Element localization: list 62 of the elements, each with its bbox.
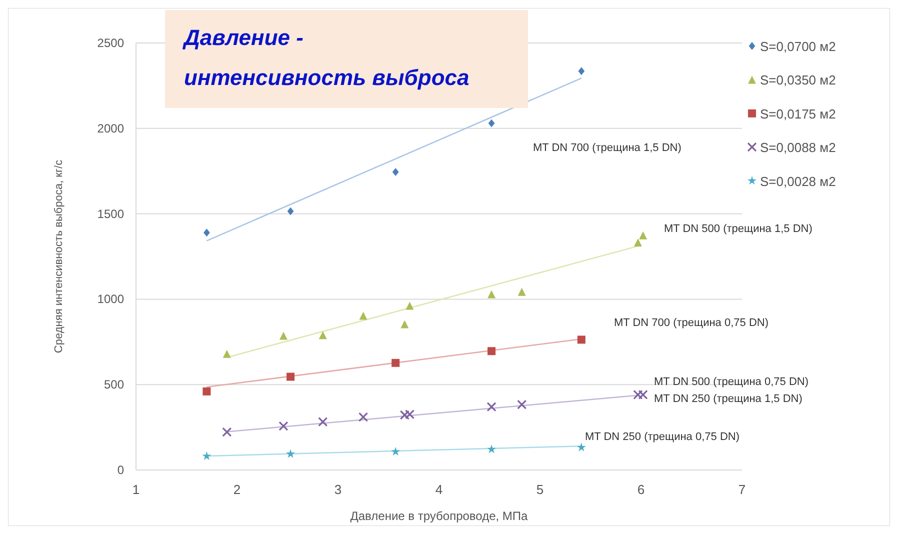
point — [278, 421, 288, 431]
point — [391, 446, 400, 456]
x-tick-label: 6 — [637, 482, 645, 497]
point — [318, 417, 328, 427]
y-tick-label: 1000 — [97, 292, 124, 306]
point — [400, 320, 409, 328]
legend-label: S=0,0088 м2 — [760, 140, 836, 156]
x-tick-label: 7 — [738, 482, 746, 497]
legend-label: S=0,0028 м2 — [760, 174, 836, 189]
x-axis-title: Давление в трубопроводе, МПа — [350, 509, 528, 523]
point — [358, 412, 368, 422]
annotation: MT DN 250 (трещина 0,75 DN) — [585, 431, 740, 443]
point — [639, 231, 648, 240]
annotation: MT DN 700 (трещина 1,5 DN) — [533, 142, 682, 154]
y-axis-title: Средняя интенсивность выброса, кг/с — [53, 159, 65, 354]
point — [576, 442, 586, 452]
point — [286, 372, 295, 381]
annotation: MT DN 500 (трещина 0,75 DN) — [654, 376, 808, 388]
y-tick-label: 1500 — [97, 206, 124, 221]
x-tick-label: 5 — [536, 482, 544, 497]
point — [634, 238, 642, 246]
annotation: MT DN 500 (трещина 1,5 DN) — [664, 223, 812, 235]
x-tick-label: 2 — [233, 482, 241, 497]
y-tick-label: 2000 — [97, 121, 124, 136]
point — [638, 390, 648, 400]
point — [400, 410, 410, 420]
point — [222, 427, 232, 437]
y-tick-label: 0 — [117, 463, 124, 477]
point — [204, 228, 210, 237]
point — [287, 207, 294, 216]
point — [518, 288, 526, 296]
legend-label: S=0,0700 м2 — [760, 39, 836, 54]
point — [318, 331, 327, 340]
chart-title: Давление - интенсивность выброса — [182, 25, 470, 90]
annotation: MT DN 250 (трещина 1,5 DN) — [654, 393, 802, 405]
x-tick-label: 3 — [334, 482, 342, 497]
point — [392, 168, 399, 176]
point — [202, 451, 212, 460]
point — [488, 290, 496, 298]
legend-label: S=0,0350 м2 — [760, 72, 836, 88]
point — [517, 400, 527, 410]
x-tick-label: 4 — [435, 482, 443, 497]
point — [486, 402, 496, 412]
point — [279, 332, 288, 340]
point — [577, 336, 586, 344]
point — [488, 347, 496, 356]
point — [406, 302, 414, 310]
point — [578, 67, 585, 76]
point — [486, 444, 496, 454]
annotation: MT DN 700 (трещина 0,75 DN) — [614, 317, 768, 329]
y-tick-label: 500 — [104, 378, 124, 392]
point — [286, 449, 296, 458]
point — [633, 390, 643, 400]
y-tick-label: 2500 — [97, 36, 124, 50]
point — [222, 350, 231, 358]
legend-label: S=0,0175 м2 — [760, 106, 836, 122]
point — [359, 312, 368, 320]
point — [404, 410, 415, 420]
point — [488, 119, 495, 128]
point — [392, 358, 400, 367]
point — [202, 387, 211, 396]
x-tick-label: 1 — [132, 482, 140, 497]
